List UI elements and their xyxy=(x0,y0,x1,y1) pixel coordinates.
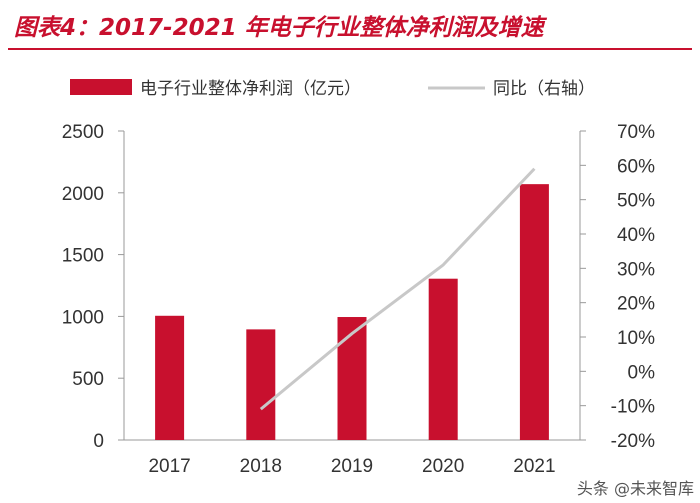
bar xyxy=(246,329,276,440)
line-series xyxy=(259,167,536,411)
left-tick-label: 1500 xyxy=(62,246,104,267)
x-tick-label: 2019 xyxy=(331,456,373,477)
x-axis-ticks: 2017 2018 2019 2020 2021 xyxy=(148,456,555,477)
bar xyxy=(337,317,367,440)
x-tick-label: 2021 xyxy=(513,456,555,477)
left-tick-label: 2000 xyxy=(62,184,104,205)
right-tick-label: 30% xyxy=(617,259,655,280)
bar xyxy=(155,315,185,440)
growth-line xyxy=(259,167,536,411)
left-tick-label: 0 xyxy=(93,431,104,452)
chart-title: 图表4：2017-2021 年电子行业整体净利润及增速 xyxy=(14,15,544,41)
bar xyxy=(519,184,549,440)
watermark: 头条 @未来智库 xyxy=(576,479,694,498)
right-axis-ticks: -20% -10% 0% 10% 20% 30% 40% 50% 60% 70% xyxy=(580,122,655,452)
right-tick-label: 50% xyxy=(617,191,655,212)
x-tick-label: 2017 xyxy=(148,456,190,477)
title-divider xyxy=(8,48,692,50)
right-tick-label: 20% xyxy=(617,294,655,315)
left-tick-label: 2500 xyxy=(62,122,104,143)
bar xyxy=(428,278,458,440)
x-tick-label: 2018 xyxy=(240,456,282,477)
legend-line-label: 同比（右轴） xyxy=(493,79,595,99)
left-tick-label: 1000 xyxy=(62,307,104,328)
x-tick-label: 2020 xyxy=(422,456,464,477)
legend-bar-label: 电子行业整体净利润（亿元） xyxy=(140,79,361,99)
left-axis-ticks: 0 500 1000 1500 2000 2500 xyxy=(62,122,124,452)
right-tick-label: 60% xyxy=(617,156,655,177)
legend-bar-swatch xyxy=(70,79,132,95)
right-tick-label: 70% xyxy=(617,122,655,143)
right-tick-label: 0% xyxy=(628,362,656,383)
bar-series xyxy=(155,184,549,440)
right-tick-label: 40% xyxy=(617,225,655,246)
legend: 电子行业整体净利润（亿元） 同比（右轴） xyxy=(70,79,595,99)
right-tick-label: -10% xyxy=(611,397,655,418)
right-tick-label: 10% xyxy=(617,328,655,349)
left-tick-label: 500 xyxy=(72,369,104,390)
right-tick-label: -20% xyxy=(611,431,655,452)
